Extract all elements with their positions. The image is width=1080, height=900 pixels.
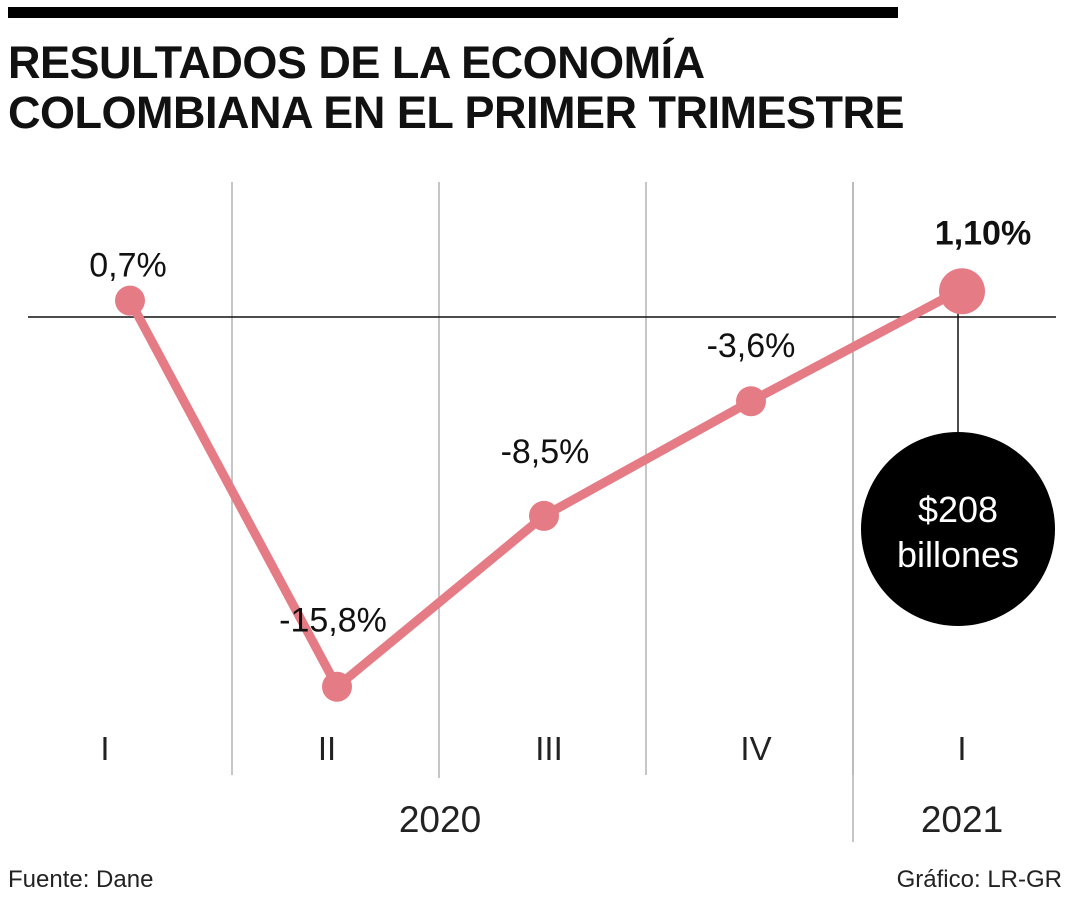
- chart-title: RESULTADOS DE LA ECONOMÍA COLOMBIANA EN …: [8, 37, 905, 138]
- data-point: [939, 268, 985, 315]
- data-label: -15,8%: [279, 602, 387, 640]
- callout-value: $208: [918, 489, 998, 530]
- data-point: [115, 285, 145, 316]
- callout-circle: [861, 432, 1055, 626]
- callout-unit: billones: [897, 534, 1019, 575]
- source-note: Fuente: Dane: [8, 866, 154, 893]
- data-label: -3,6%: [707, 327, 796, 365]
- data-point: [529, 500, 559, 531]
- top-rule: [8, 7, 898, 18]
- quarter-label: IV: [740, 730, 771, 767]
- credit-note: Gráfico: LR-GR: [896, 866, 1062, 893]
- quarter-label: I: [957, 730, 966, 767]
- year-label: 2020: [399, 799, 481, 840]
- data-point: [322, 671, 352, 702]
- quarter-label: II: [318, 730, 336, 767]
- chart-title-line-2: COLOMBIANA EN EL PRIMER TRIMESTRE: [8, 87, 905, 138]
- quarter-label: I: [100, 730, 109, 767]
- data-label: 1,10%: [935, 214, 1031, 252]
- series-line: [125, 286, 963, 692]
- chart-title-line-1: RESULTADOS DE LA ECONOMÍA: [8, 37, 705, 88]
- data-label: 0,7%: [89, 247, 167, 285]
- quarter-label: III: [535, 730, 563, 767]
- data-label: -8,5%: [501, 433, 590, 471]
- data-point: [736, 386, 766, 417]
- year-label: 2021: [921, 799, 1003, 840]
